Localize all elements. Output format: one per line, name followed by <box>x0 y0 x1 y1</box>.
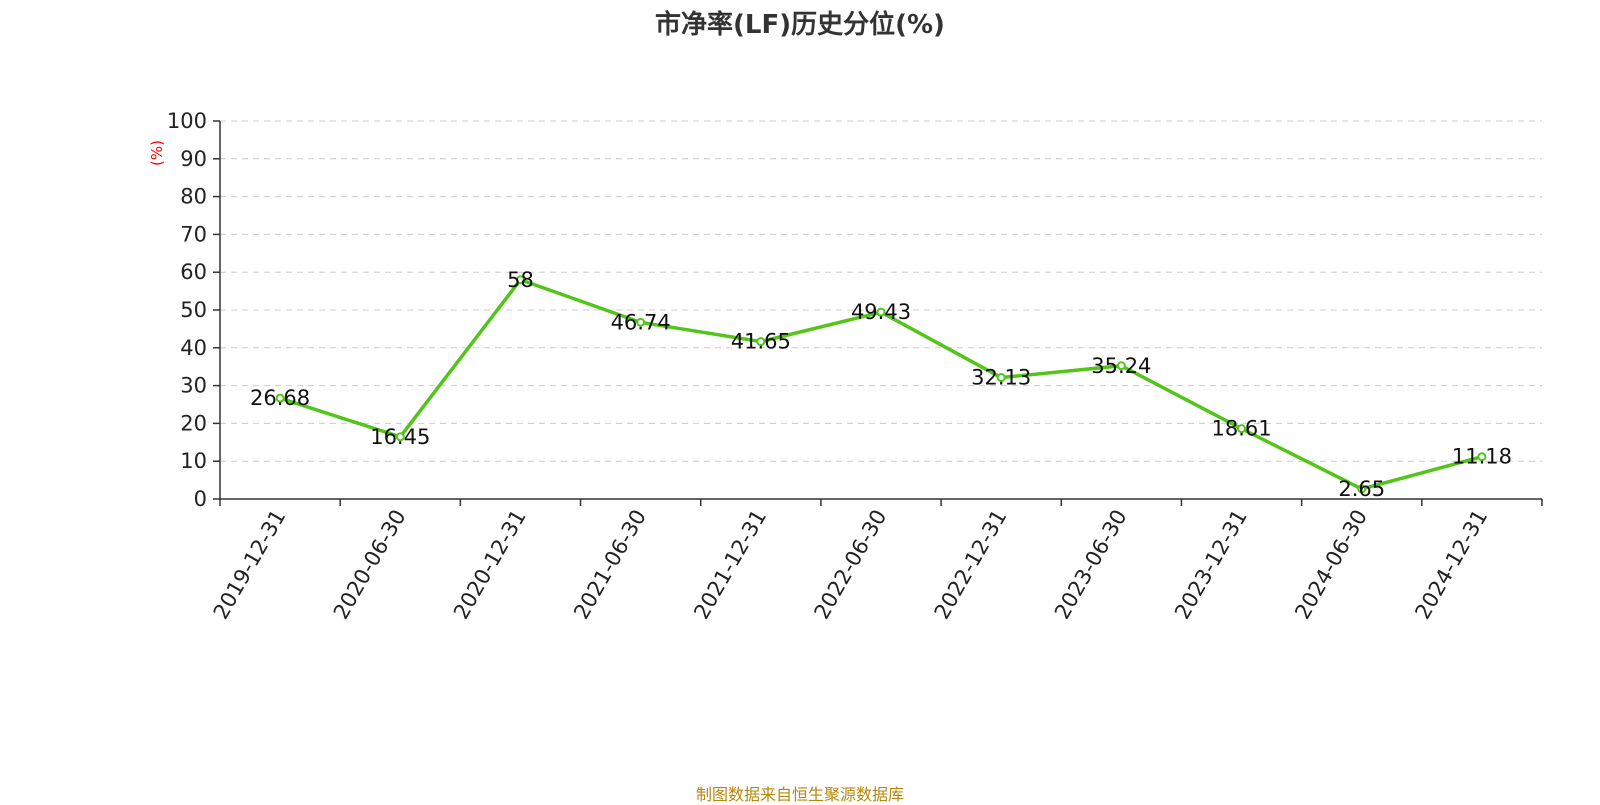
data-label: 32.13 <box>971 366 1031 390</box>
y-tick-label: 30 <box>180 374 207 398</box>
x-tick-label: 2021-12-31 <box>689 506 771 624</box>
y-tick-label: 60 <box>180 260 207 284</box>
data-series <box>275 275 1487 494</box>
x-tick-label: 2023-12-31 <box>1170 506 1252 624</box>
data-label: 16.45 <box>370 425 430 449</box>
data-point <box>996 373 1006 383</box>
x-tick-label: 2020-12-31 <box>449 506 531 624</box>
y-tick-label: 100 <box>167 109 207 133</box>
data-point <box>876 307 886 317</box>
y-tick-label: 90 <box>180 147 207 171</box>
axes: 0 10 20 30 40 50 60 70 80 90 100 2019-12-31 2020-06-… <box>167 109 1543 624</box>
data-point <box>1477 452 1487 462</box>
y-tick-label: 40 <box>180 336 207 360</box>
data-label: 46.74 <box>611 310 671 334</box>
x-tick-label: 2023-06-30 <box>1050 506 1132 624</box>
y-tick-label: 0 <box>194 487 207 511</box>
x-tick-label: 2024-06-30 <box>1290 506 1372 624</box>
data-point <box>1237 424 1247 434</box>
data-label: 35.24 <box>1091 354 1151 378</box>
x-tick-label: 2024-12-31 <box>1410 506 1492 624</box>
data-source-note: 制图数据来自恒生聚源数据库 <box>695 785 904 804</box>
data-point <box>275 393 285 403</box>
gridlines <box>220 120 1542 462</box>
x-tick-label: 2021-06-30 <box>569 506 651 624</box>
y-tick-label: 50 <box>180 298 207 322</box>
y-axis-unit-label: (%) <box>148 140 166 166</box>
x-tick-label: 2022-06-30 <box>810 506 892 624</box>
data-label: 2.65 <box>1338 477 1385 501</box>
chart-title: 市净率(LF)历史分位(%) <box>655 10 945 40</box>
y-tick-label: 70 <box>180 222 207 246</box>
data-point <box>1357 484 1367 494</box>
x-tick-label: 2019-12-31 <box>209 506 291 624</box>
data-point <box>636 317 646 327</box>
y-tick-label: 20 <box>180 411 207 435</box>
data-point <box>395 432 405 442</box>
data-label: 41.65 <box>731 330 791 354</box>
data-labels: 26.68 16.45 58 46.74 41.65 49.43 32.13 35.24 18.… <box>250 268 1512 501</box>
data-point <box>756 337 766 347</box>
data-point <box>515 275 525 285</box>
data-label: 18.61 <box>1211 417 1271 441</box>
x-tick-label: 2020-06-30 <box>329 506 411 624</box>
data-label: 58 <box>507 268 534 292</box>
y-tick-label: 10 <box>180 449 207 473</box>
y-tick-label: 80 <box>180 185 207 209</box>
data-label: 26.68 <box>250 386 310 410</box>
data-label: 11.18 <box>1452 445 1512 469</box>
data-point <box>1116 361 1126 371</box>
data-label: 49.43 <box>851 300 911 324</box>
x-tick-label: 2022-12-31 <box>930 506 1012 624</box>
